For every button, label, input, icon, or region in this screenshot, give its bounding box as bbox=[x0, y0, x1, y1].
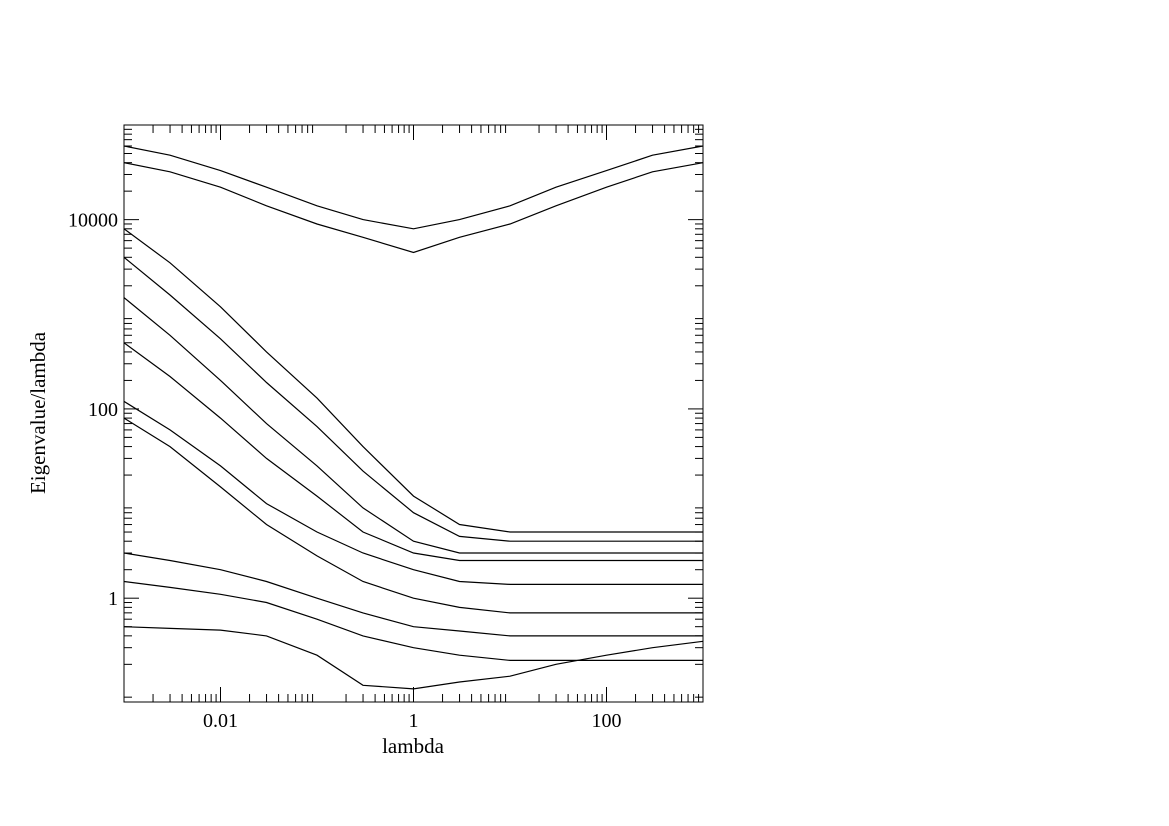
major-ticks bbox=[124, 125, 703, 702]
series-line-4 bbox=[123, 256, 703, 542]
series-line-1 bbox=[123, 145, 704, 230]
x-tick-label: 1 bbox=[409, 710, 419, 732]
x-tick-label: 0.01 bbox=[203, 710, 238, 732]
plot-background bbox=[124, 125, 703, 702]
series-layer bbox=[123, 145, 704, 690]
series-line-2 bbox=[123, 162, 704, 254]
tick-labels: 0.01 1 100 1 100 10000 bbox=[68, 210, 622, 732]
series-line-3 bbox=[123, 228, 703, 533]
series-line-7 bbox=[123, 400, 703, 585]
x-axis-title: lambda bbox=[382, 734, 444, 758]
series-line-5 bbox=[123, 297, 703, 554]
y-axis-title: Eigenvalue/lambda bbox=[26, 331, 50, 494]
series-line-6 bbox=[123, 342, 703, 562]
y-tick-label: 1 bbox=[108, 588, 118, 610]
series-line-9 bbox=[123, 552, 703, 637]
series-line-8 bbox=[123, 417, 703, 614]
minor-ticks bbox=[124, 125, 703, 702]
series-line-10 bbox=[123, 580, 703, 661]
y-tick-label: 10000 bbox=[68, 210, 118, 232]
y-tick-label: 100 bbox=[88, 399, 118, 421]
x-tick-label: 100 bbox=[592, 710, 622, 732]
